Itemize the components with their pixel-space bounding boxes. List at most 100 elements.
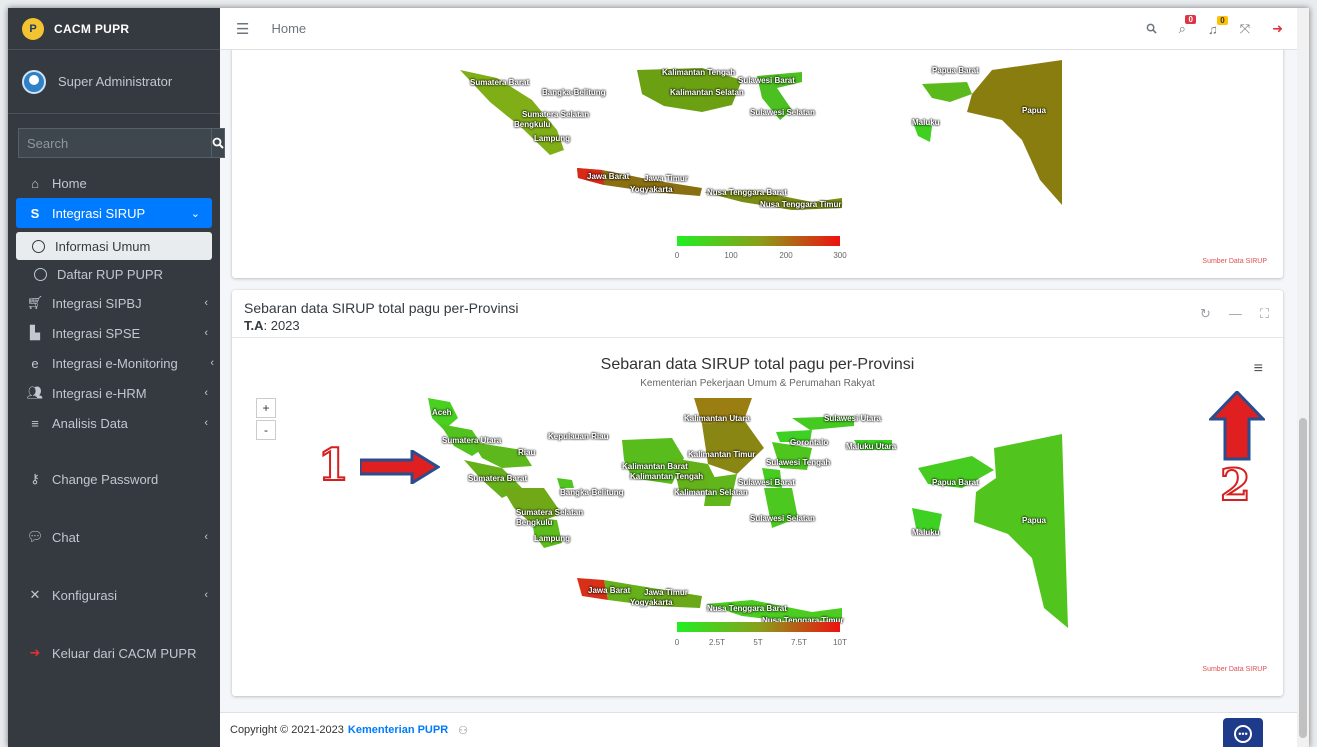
sidebar-item-integrasi-sipbj[interactable]: 🛒︎ Integrasi SIPBJ ‹ (8, 288, 220, 318)
collapse-icon[interactable]: — (1228, 306, 1242, 321)
logout-icon: ➜ (29, 645, 41, 660)
sidebar-subitem-informasi-umum[interactable]: Informasi Umum (16, 232, 212, 260)
users-icon: 👥︎ (26, 385, 44, 400)
map-label: Maluku (912, 118, 940, 127)
sidebar-search (18, 128, 225, 158)
sidebar-item-change-password[interactable]: ⚷ Change Password (8, 450, 220, 508)
chevron-left-icon: ‹ (204, 387, 208, 399)
chevron-down-icon: ⌄ (190, 207, 200, 220)
sidebar-item-label: Integrasi SPSE (52, 325, 141, 341)
map-label: Nusa Tenggara Timur (760, 200, 842, 209)
search-input[interactable] (18, 128, 211, 158)
chart-title: Sebaran data SIRUP total pagu per-Provin… (600, 356, 915, 373)
fullscreen-icon[interactable]: ⤧ (1239, 21, 1251, 36)
map-label: Nusa Tenggara Barat (707, 188, 787, 197)
sidebar-item-integrasi-sirup[interactable]: S Integrasi SIRUP ⌄ (16, 198, 212, 228)
sidebar-item-label: Integrasi e-Monitoring (52, 355, 178, 371)
ta-label: T.A (244, 318, 264, 333)
sidebar-item-logout[interactable]: ➜ Keluar dari CACM PUPR (8, 624, 220, 682)
ie-icon: e (31, 355, 39, 371)
map-region-kalimantan-barat (622, 438, 684, 484)
map-label: Riau (518, 448, 536, 457)
logout-icon[interactable]: ➜ (1272, 21, 1283, 36)
map-region-papua (974, 434, 1068, 628)
sidebar-subitem-daftar-rup[interactable]: Daftar RUP PUPR (8, 260, 220, 288)
s-icon: S (30, 205, 40, 221)
zoom-in-button[interactable]: + (256, 398, 276, 418)
map-label: Sulawesi Selatan (750, 108, 815, 117)
map-region-jawa-timur (652, 588, 702, 608)
legend-tick: 2.5T (708, 638, 726, 647)
sidebar-item-integrasi-ehrm[interactable]: 👥︎ Integrasi e-HRM ‹ (8, 378, 220, 408)
map-label: Kalimantan Tengah (630, 472, 704, 481)
chevron-left-icon: ‹ (204, 417, 208, 429)
map-region-jawa (577, 168, 702, 196)
sidebar-item-label: Daftar RUP PUPR (57, 266, 163, 282)
refresh-icon[interactable]: ↻ (1199, 306, 1211, 321)
annotation-number-1: 1 (317, 439, 350, 492)
map-label: Kalimantan Selatan (674, 488, 748, 497)
source-link[interactable]: Sumber Data SIRUP (1202, 666, 1267, 673)
expand-icon[interactable]: ⛶ (1259, 306, 1269, 321)
vertical-scrollbar[interactable] (1297, 8, 1309, 747)
map-region-kalimantan-utara (694, 398, 752, 424)
map-label: Jawa Barat (588, 586, 631, 595)
map-region-maluku-utara (854, 440, 892, 450)
map-card-pagu: Sebaran data SIRUP total pagu per-Provin… (232, 290, 1283, 696)
sidebar-item-integrasi-emonitoring[interactable]: e Integrasi e-Monitoring ‹ (8, 348, 220, 378)
map-label: Kalimantan Timur (688, 450, 756, 459)
sidebar-item-chat[interactable]: 💬︎ Chat ‹ (8, 508, 220, 566)
sidebar-item-label: Home (52, 175, 87, 191)
footer: Copyright © 2021-2023 Kementerian PUPR ⚇ (220, 712, 1297, 747)
map-region-sulawesi-selatan (764, 488, 798, 528)
indonesia-map (460, 60, 1062, 210)
annotation-number-2: 2 (1219, 459, 1252, 512)
chart-menu-icon[interactable]: ≡ (1253, 360, 1263, 377)
map-label: Jawa Barat (587, 172, 630, 181)
sidebar-item-konfigurasi[interactable]: ✕ Konfigurasi ‹ (8, 566, 220, 624)
notifications-icon[interactable]: ♫ 0 (1208, 15, 1228, 37)
sidebar-item-label: Analisis Data (52, 415, 128, 431)
app-window: P CACM PUPR Super Administrator ⌂ Home S… (8, 8, 1309, 747)
legend-color-scale (677, 622, 840, 632)
breadcrumb[interactable]: Home (271, 21, 307, 36)
map-region-jawa-barat (577, 578, 608, 600)
brand[interactable]: P CACM PUPR (8, 8, 220, 50)
map-region-maluku (912, 120, 932, 142)
legend-tick: 0 (674, 638, 680, 647)
sidebar-item-label: Change Password (52, 471, 159, 487)
map-region-nusa-tenggara (706, 600, 842, 622)
card-header: Sebaran data SIRUP total pagu per-Provin… (232, 290, 1283, 338)
map-region-papua-barat (922, 82, 972, 102)
sidebar-item-integrasi-spse[interactable]: ▙ Integrasi SPSE ‹ (8, 318, 220, 348)
source-link[interactable]: Sumber Data SIRUP (1202, 258, 1267, 265)
sidebar-item-home[interactable]: ⌂ Home (8, 168, 220, 198)
user-panel[interactable]: Super Administrator (8, 50, 220, 114)
map-label: Bangka-Belitung (560, 488, 624, 497)
map-label: Papua (1022, 106, 1047, 115)
scrollbar-thumb[interactable] (1299, 418, 1307, 738)
map-label: Nusa Tenggara Timur (762, 616, 844, 625)
messages-icon[interactable]: ⌕ 0 (1179, 15, 1196, 37)
map-label: Sulawesi Barat (738, 478, 795, 487)
sitemap-icon: ⚇ (458, 724, 469, 737)
sidebar-item-label: Chat (52, 529, 80, 545)
map-label: Lampung (534, 134, 570, 143)
map-label: Papua Barat (932, 478, 979, 487)
map-label: Sumatera Selatan (516, 508, 584, 517)
legend-tick: 300 (833, 251, 847, 260)
sidebar-item-analisis-data[interactable]: ≡ Analisis Data ‹ (8, 408, 220, 438)
map-region-jawa-tengah (604, 580, 654, 606)
search-toggle-icon[interactable] (1146, 22, 1157, 37)
zoom-out-button[interactable]: - (256, 420, 276, 440)
menu-toggle-icon[interactable]: ☰ (236, 20, 250, 38)
map-label: Aceh (432, 408, 452, 417)
legend-color-scale (677, 236, 840, 246)
circle-icon (32, 239, 45, 253)
search-button[interactable] (211, 128, 225, 158)
map-label: Maluku (912, 528, 940, 537)
footer-link[interactable]: Kementerian PUPR (347, 724, 449, 736)
notifications-badge: 0 (1217, 15, 1228, 25)
map-region-bangka (557, 478, 574, 488)
chat-fab-button[interactable]: ••• (1223, 718, 1263, 747)
